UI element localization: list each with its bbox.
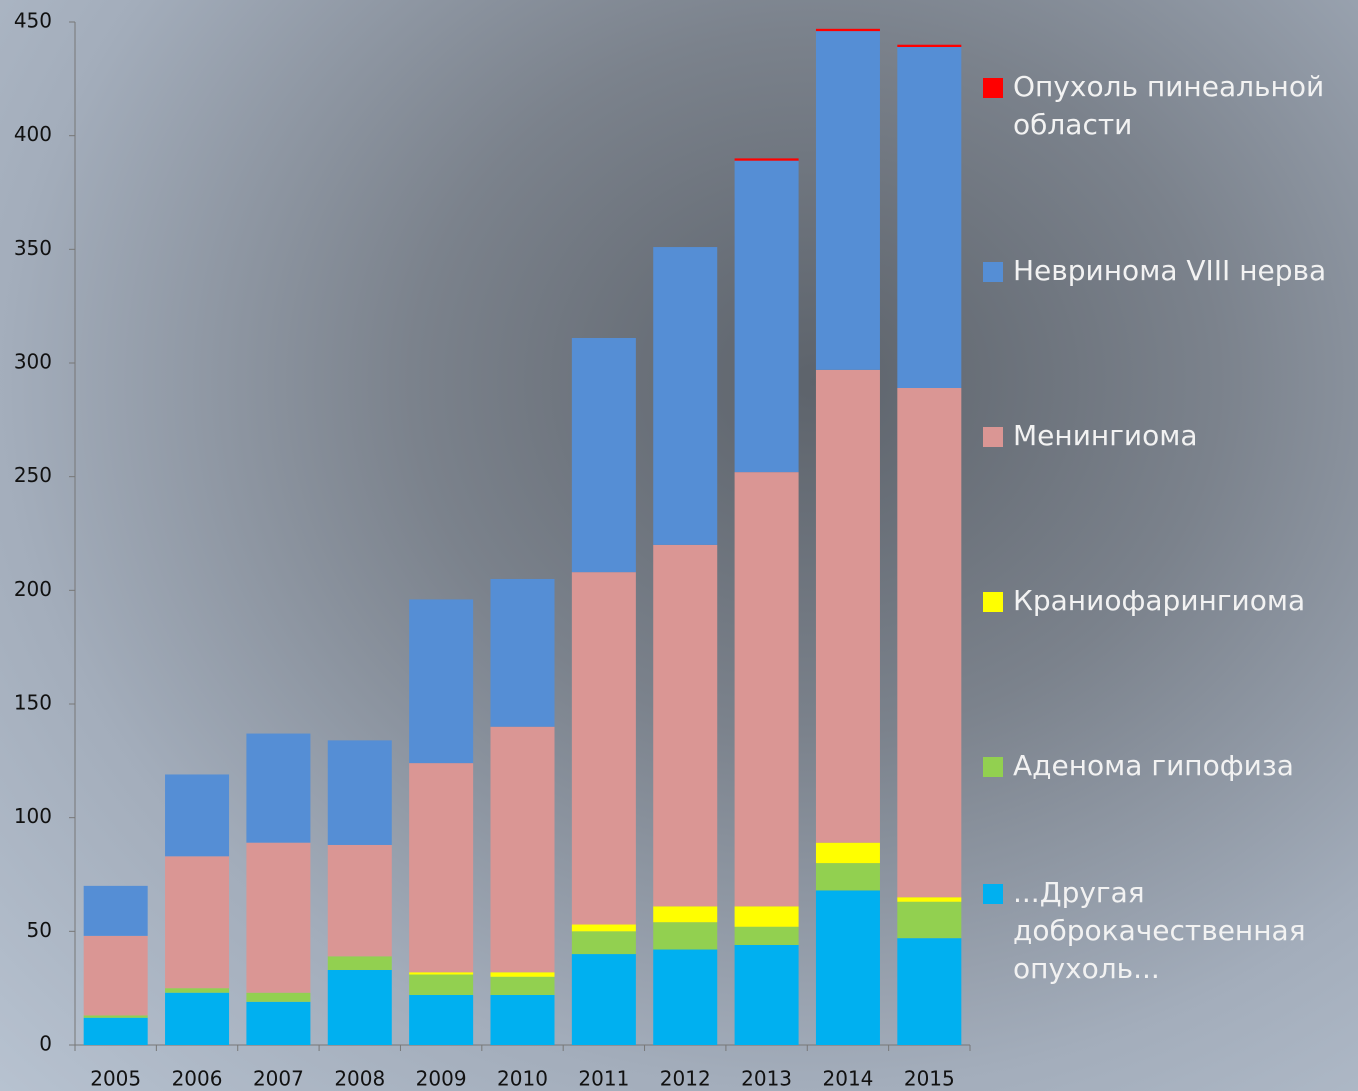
bar-segment	[409, 995, 473, 1045]
bar-segment	[572, 338, 636, 572]
bar-segment	[653, 950, 717, 1045]
bar-segment	[735, 906, 799, 926]
bar-segment	[816, 843, 880, 863]
bar-segment	[897, 897, 961, 902]
legend-swatch	[983, 884, 1003, 904]
bar-segment	[409, 763, 473, 972]
bar-segment	[328, 956, 392, 970]
x-tick-label: 2012	[660, 1067, 711, 1091]
x-tick-label: 2010	[497, 1067, 548, 1091]
bar-segment	[165, 993, 229, 1045]
bar-segment	[735, 927, 799, 945]
bar-segment	[897, 45, 961, 47]
bar-segment	[165, 856, 229, 988]
bar-segment	[816, 29, 880, 31]
legend-item: Менингиома	[983, 417, 1353, 455]
y-tick-label: 150	[14, 691, 52, 715]
bar-segment	[653, 545, 717, 906]
legend-label: ...Другая доброкачественная опухоль...	[1013, 874, 1353, 988]
x-tick-label: 2006	[172, 1067, 223, 1091]
bar-segment	[491, 972, 555, 977]
bar-segment	[246, 993, 310, 1002]
bar-segment	[897, 902, 961, 938]
bar-segment	[165, 988, 229, 993]
legend-item: Невринома VIII нерва	[983, 252, 1353, 290]
page: 0 50 100 150 200 250 300 350 400 450 2005 2006 2007 2…	[0, 0, 1358, 1091]
y-tick-label: 450	[14, 9, 52, 33]
legend-label: Опухоль пинеальной области	[1013, 68, 1353, 144]
y-tick-label: 250	[14, 463, 52, 487]
bar-segment	[897, 47, 961, 388]
legend-label: Невринома VIII нерва	[1013, 252, 1326, 290]
bar-segment	[409, 972, 473, 974]
bar-segment	[246, 843, 310, 993]
bar-segment	[572, 931, 636, 954]
legend-item: ...Другая доброкачественная опухоль...	[983, 874, 1353, 988]
bar-segment	[572, 925, 636, 932]
x-tick-label: 2005	[90, 1067, 141, 1091]
bar-segment	[735, 472, 799, 906]
y-tick-label: 200	[14, 577, 52, 601]
legend-swatch	[983, 592, 1003, 612]
y-tick-label: 350	[14, 236, 52, 260]
bar-segment	[84, 1015, 148, 1017]
x-tick-label: 2008	[334, 1067, 385, 1091]
bar-segment	[897, 938, 961, 1045]
legend-label: Краниофарингиома	[1013, 582, 1305, 620]
bar-segment	[491, 579, 555, 727]
bar-segment	[328, 845, 392, 956]
bar-segment	[572, 572, 636, 924]
bar-segment	[735, 161, 799, 472]
bar-segment	[491, 977, 555, 995]
bar-segment	[491, 995, 555, 1045]
bar-segment	[653, 906, 717, 922]
bar-segment	[491, 727, 555, 973]
y-tick-label: 300	[14, 350, 52, 374]
x-tick-label: 2013	[741, 1067, 792, 1091]
legend-item: Краниофарингиома	[983, 582, 1353, 620]
x-tick-label: 2014	[823, 1067, 874, 1091]
y-tick-label: 400	[14, 122, 52, 146]
bar-segment	[816, 31, 880, 370]
bar-segment	[572, 954, 636, 1045]
x-tick-label: 2011	[578, 1067, 629, 1091]
bar-segment	[816, 890, 880, 1045]
x-tick-label: 2015	[904, 1067, 955, 1091]
bar-segment	[816, 863, 880, 890]
bar-segment	[84, 936, 148, 1016]
bar-segment	[246, 1002, 310, 1045]
bar-segment	[653, 247, 717, 545]
legend-swatch	[983, 78, 1003, 98]
legend-swatch	[983, 757, 1003, 777]
bar-segment	[246, 734, 310, 843]
legend-swatch	[983, 427, 1003, 447]
bar-segment	[84, 886, 148, 936]
y-tick-label: 50	[27, 918, 52, 942]
bar-segment	[409, 599, 473, 763]
bar-segment	[165, 774, 229, 856]
bar-segment	[816, 370, 880, 843]
legend-item: Опухоль пинеальной области	[983, 68, 1353, 144]
y-tick-label: 100	[14, 804, 52, 828]
bar-segment	[735, 945, 799, 1045]
legend-swatch	[983, 262, 1003, 282]
bar-segment	[735, 158, 799, 160]
legend-item: Аденома гипофиза	[983, 747, 1353, 785]
bar-segment	[653, 922, 717, 949]
legend-label: Аденома гипофиза	[1013, 747, 1294, 785]
bar-segment	[84, 1018, 148, 1045]
legend-label: Менингиома	[1013, 417, 1198, 455]
x-tick-label: 2007	[253, 1067, 304, 1091]
x-tick-label: 2009	[416, 1067, 467, 1091]
bar-segment	[409, 975, 473, 995]
bar-segment	[328, 740, 392, 845]
bar-segment	[897, 388, 961, 897]
bar-segment	[328, 970, 392, 1045]
y-tick-label: 0	[39, 1032, 52, 1056]
